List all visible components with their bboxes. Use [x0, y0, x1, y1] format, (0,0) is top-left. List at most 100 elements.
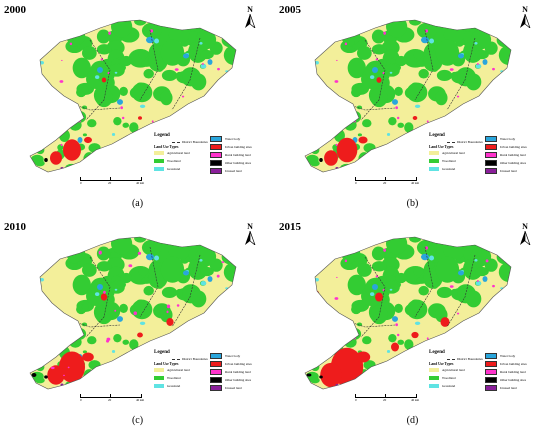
- urban-area: [137, 332, 143, 338]
- rural-building: [341, 333, 344, 336]
- legend-swatch: [485, 361, 497, 367]
- woodland-patch: [475, 266, 489, 277]
- woodland-patch: [105, 381, 118, 389]
- legend-item: Other building sites: [210, 377, 251, 383]
- rural-building: [50, 366, 55, 370]
- rural-building: [357, 378, 361, 382]
- woodland-patch: [412, 379, 417, 385]
- woodland-patch: [402, 377, 408, 382]
- water-body: [482, 276, 488, 282]
- legend-label: Water body: [225, 353, 241, 358]
- north-arrow-icon: [245, 13, 256, 30]
- rural-building: [492, 67, 495, 71]
- grassland-patch: [475, 280, 482, 286]
- woodland-patch: [220, 23, 236, 35]
- legend-label: Other building sites: [225, 160, 252, 165]
- woodland-patch: [96, 29, 111, 44]
- legend-title-row: Legend: [154, 350, 170, 355]
- urban-area: [412, 115, 418, 121]
- woodland-patch: [83, 152, 95, 166]
- legend-group-title: Land Use Types: [154, 362, 179, 366]
- woodland-patch: [219, 88, 236, 107]
- legend-swatch: [210, 385, 222, 391]
- grassland-patch: [372, 158, 378, 162]
- rural-building: [383, 248, 387, 252]
- woodland-patch: [228, 300, 236, 316]
- rural-building: [341, 116, 344, 119]
- legend-label: Agricultural land: [442, 368, 465, 372]
- woodland-patch: [448, 20, 461, 30]
- rural-building: [449, 68, 454, 71]
- woodland-patch: [400, 158, 406, 164]
- rural-building: [334, 80, 339, 83]
- woodland-patch: [132, 349, 143, 358]
- legend-swatch: [429, 159, 439, 164]
- boundary-line-icon: [172, 141, 180, 143]
- rural-building: [98, 250, 102, 255]
- rural-building: [108, 31, 112, 35]
- woodland-patch: [83, 369, 95, 383]
- legend-label: District Boundaries: [182, 140, 208, 144]
- panel-caption: (a): [131, 198, 144, 209]
- legend-item: Grassland: [429, 167, 455, 172]
- legend-label: Urban building sites: [500, 144, 527, 149]
- urban-area: [58, 351, 86, 383]
- woodland-patch: [96, 246, 111, 261]
- grassland-patch: [95, 75, 100, 80]
- woodland-patch: [468, 240, 478, 250]
- woodland-patch: [435, 90, 448, 106]
- grassland-patch: [370, 75, 375, 80]
- woodland-patch: [113, 334, 122, 343]
- legend-item: Grassland: [429, 384, 455, 389]
- legend-types-title: Land Use Types: [154, 362, 178, 366]
- north-label: N: [247, 5, 253, 14]
- woodland-patch: [161, 69, 178, 82]
- rural-building: [69, 42, 73, 46]
- woodland-patch: [503, 300, 511, 316]
- legend-swatch: [429, 384, 439, 389]
- woodland-patch: [383, 64, 400, 77]
- panel-caption: (b): [406, 198, 419, 209]
- water-body: [117, 316, 123, 322]
- woodland-patch: [382, 40, 400, 52]
- urban-area: [440, 317, 450, 327]
- rural-building: [201, 63, 204, 66]
- rural-building: [151, 120, 154, 123]
- rural-building: [456, 312, 460, 315]
- grassland-patch: [114, 288, 118, 291]
- legend-item: Other building sites: [485, 377, 526, 383]
- grassland-patch: [386, 133, 391, 136]
- woodland-patch: [413, 49, 424, 59]
- rural-building: [404, 143, 409, 148]
- legend-item: Water body: [210, 353, 240, 359]
- rural-building: [383, 31, 387, 35]
- legend-swatch: [154, 384, 164, 389]
- rural-building: [129, 143, 134, 148]
- grassland-patch: [114, 71, 118, 74]
- woodland-patch: [309, 377, 320, 384]
- water-body: [97, 283, 103, 291]
- water-body: [392, 99, 398, 105]
- rural-building: [492, 284, 495, 288]
- scale-label: 40 km: [411, 181, 420, 185]
- woodland-patch: [363, 20, 376, 29]
- map-legend: Legend District Boundaries Land Use Types A…: [152, 133, 272, 193]
- woodland-patch: [87, 336, 97, 345]
- water-body: [421, 36, 429, 44]
- legend-label: Rural building land: [225, 152, 251, 157]
- legend-swatch: [154, 368, 164, 373]
- legend-swatch: [154, 376, 164, 381]
- woodland-patch: [190, 73, 207, 91]
- rural-building: [334, 297, 339, 300]
- woodland-patch: [487, 87, 497, 96]
- legend-label: Urban building sites: [225, 361, 252, 366]
- rural-building: [67, 366, 70, 369]
- rural-building: [485, 259, 489, 263]
- legend-item: Urban building sites: [210, 144, 252, 150]
- district-boundary: [171, 37, 201, 111]
- woodland-patch: [498, 262, 511, 282]
- legend-label: Grassland: [167, 384, 181, 388]
- grassland-patch: [95, 292, 100, 297]
- woodland-patch: [397, 150, 404, 159]
- woodland-patch: [122, 122, 130, 128]
